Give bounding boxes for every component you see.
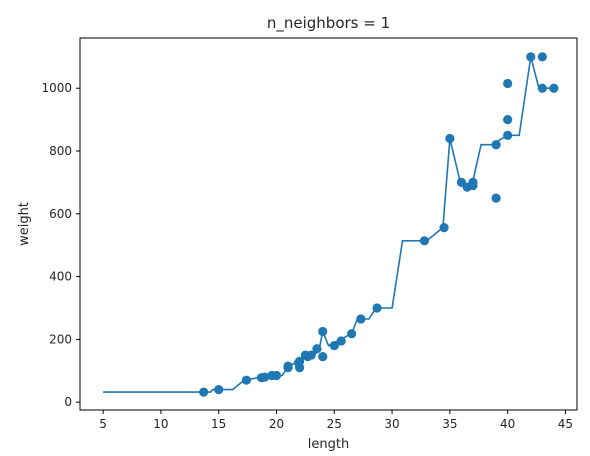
- scatter-point: [283, 361, 293, 371]
- scatter-point: [306, 350, 316, 360]
- scatter-point: [503, 78, 513, 89]
- scatter-point: [491, 140, 501, 150]
- scatter-point: [537, 52, 547, 62]
- scatter-point: [241, 375, 252, 385]
- x-axis-label: length: [308, 437, 349, 452]
- x-tick-label: 45: [558, 417, 573, 431]
- scatter-point: [260, 372, 270, 382]
- y-tick-label: 600: [49, 207, 72, 221]
- series-line: [103, 56, 554, 393]
- scatter-point: [439, 223, 449, 233]
- x-tick-label: 25: [327, 417, 342, 431]
- scatter-point: [537, 83, 547, 93]
- scatter-point: [347, 329, 357, 339]
- scatter-point: [318, 352, 328, 362]
- y-tick-label: 800: [49, 144, 72, 158]
- scatter-point: [312, 344, 322, 354]
- x-tick-label: 10: [153, 417, 168, 431]
- y-tick-label: 400: [49, 270, 72, 284]
- scatter-point: [503, 115, 513, 125]
- y-tick-label: 200: [49, 332, 72, 346]
- scatter-points: [199, 52, 559, 397]
- chart-title: n_neighbors = 1: [267, 14, 390, 33]
- scatter-point: [445, 133, 455, 144]
- y-tick-label: 0: [64, 395, 72, 409]
- axes-frame: [79, 37, 578, 411]
- scatter-point: [419, 236, 430, 246]
- x-tick-label: 30: [384, 417, 399, 431]
- scatter-point: [271, 370, 282, 381]
- y-axis-label: weight: [17, 202, 32, 246]
- scatter-point: [214, 384, 224, 395]
- x-tick-label: 35: [442, 417, 457, 431]
- scatter-point: [526, 52, 536, 62]
- scatter-point: [549, 83, 559, 93]
- scatter-point: [336, 336, 346, 346]
- x-tick-label: 15: [211, 417, 226, 431]
- x-axis: 5 10 15 20 25 30 35 40 45: [99, 410, 573, 431]
- x-tick-label: 20: [269, 417, 284, 431]
- x-tick-label: 40: [500, 417, 515, 431]
- scatter-point: [295, 363, 305, 373]
- scatter-point: [329, 341, 339, 351]
- scatter-point: [356, 314, 366, 324]
- x-tick-label: 5: [99, 417, 107, 431]
- y-tick-label: 1000: [41, 81, 72, 95]
- y-axis: 0 200 400 600 800 1000: [41, 81, 80, 409]
- scatter-point: [491, 193, 501, 203]
- scatter-point: [199, 387, 209, 397]
- plot-area: [103, 52, 559, 397]
- scatter-point: [318, 326, 328, 337]
- scatter-point: [468, 180, 478, 191]
- scatter-point: [503, 130, 513, 140]
- scatter-point: [372, 303, 382, 313]
